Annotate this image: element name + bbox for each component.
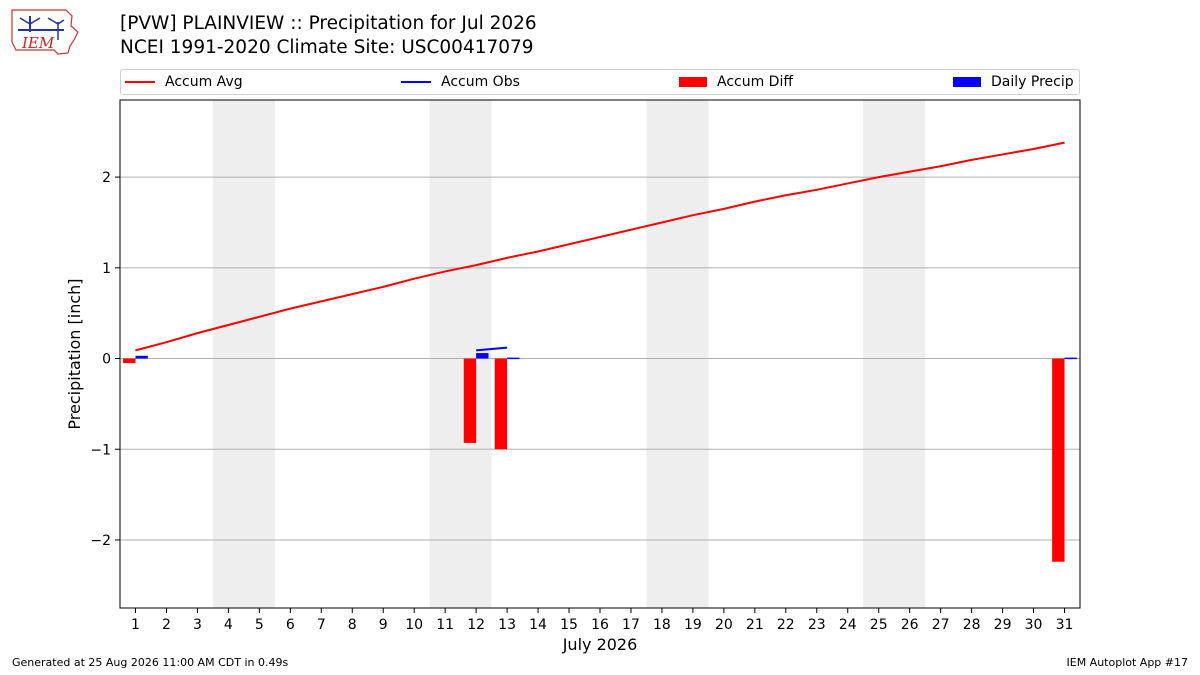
chart-title: [PVW] PLAINVIEW :: Precipitation for Jul… (120, 12, 537, 60)
y-tick-label: 2 (102, 170, 111, 186)
x-tick-label: 30 (1025, 617, 1043, 633)
x-tick-label: 14 (529, 617, 547, 633)
x-tick-label: 8 (348, 617, 357, 633)
y-tick-label: −2 (90, 533, 111, 549)
x-tick-label: 29 (994, 617, 1012, 633)
x-tick-label: 3 (193, 617, 202, 633)
x-tick-label: 16 (591, 617, 609, 633)
y-gridlines (120, 176, 1080, 541)
legend-label: Accum Diff (717, 74, 794, 90)
x-tick-label: 23 (808, 617, 826, 633)
legend-swatch (125, 81, 155, 83)
x-tick-label: 12 (467, 617, 485, 633)
y-tick-label: −1 (90, 442, 111, 458)
x-axis-label: July 2026 (562, 635, 638, 654)
weekend-band (863, 100, 926, 608)
accum-obs-line (476, 346, 508, 352)
daily-precip-bar (476, 353, 489, 359)
x-tick-label: 17 (622, 617, 640, 633)
x-tick-label: 31 (1056, 617, 1074, 633)
x-tick-label: 22 (777, 617, 795, 633)
x-tick-label: 13 (498, 617, 516, 633)
weekend-band (212, 100, 275, 608)
x-tick-label: 18 (653, 617, 671, 633)
x-tick-label: 26 (901, 617, 919, 633)
lines (135, 141, 1065, 352)
legend-label: Accum Obs (441, 74, 520, 90)
title-line-1: [PVW] PLAINVIEW :: Precipitation for Jul… (120, 13, 537, 34)
accum-avg-line (135, 141, 1065, 352)
x-tick-label: 24 (839, 617, 857, 633)
legend-item-accum-obs: Accum Obs (401, 70, 520, 94)
title-line-2: NCEI 1991-2020 Climate Site: USC00417079 (120, 37, 534, 58)
daily-precip-bar (507, 357, 520, 360)
y-tick-label: 1 (102, 261, 111, 277)
legend-swatch (953, 77, 981, 87)
accum-diff-bar (123, 358, 136, 364)
legend-label: Daily Precip (991, 74, 1074, 90)
x-tick-label: 10 (405, 617, 423, 633)
y-tick-label: 0 (102, 352, 111, 368)
footer-app: IEM Autoplot App #17 (1066, 656, 1189, 669)
x-tick-label: 19 (684, 617, 702, 633)
weekend-shading (212, 100, 926, 608)
x-tick-label: 4 (224, 617, 233, 633)
x-tick-label: 21 (746, 617, 764, 633)
iem-logo: IEM (8, 6, 80, 58)
x-tick-label: 27 (932, 617, 950, 633)
daily-precip-bar (1064, 357, 1077, 360)
y-axis-label: Precipitation [inch] (65, 278, 84, 429)
accum-diff-bar (463, 358, 477, 443)
x-tick-label: 25 (870, 617, 888, 633)
logo-text: IEM (21, 34, 55, 52)
legend-item-accum-diff: Accum Diff (679, 70, 793, 94)
x-tick-label: 2 (162, 617, 171, 633)
x-tick-label: 5 (255, 617, 264, 633)
x-tick-label: 20 (715, 617, 733, 633)
legend-item-daily-precip: Daily Precip (953, 70, 1074, 94)
x-tick-label: 7 (317, 617, 326, 633)
weekend-band (646, 100, 709, 608)
accum-diff-bar (1052, 358, 1065, 562)
legend-item-accum-avg: Accum Avg (125, 70, 243, 94)
x-tick-label: 28 (963, 617, 981, 633)
x-tick-label: 9 (379, 617, 388, 633)
accum-diff-bar (494, 358, 508, 450)
x-tick-label: 11 (436, 617, 454, 633)
x-tick-label: 6 (286, 617, 295, 633)
x-tick-label: 1 (131, 617, 140, 633)
x-tick-label: 15 (560, 617, 578, 633)
legend-swatch (401, 81, 431, 83)
footer-generated: Generated at 25 Aug 2026 11:00 AM CDT in… (12, 656, 289, 669)
legend-label: Accum Avg (165, 74, 243, 90)
daily-precip-bar (135, 355, 148, 359)
bars (123, 353, 1077, 562)
chart-legend: Accum Avg Accum Obs Accum Diff Daily Pre… (120, 69, 1080, 95)
legend-swatch (679, 77, 707, 87)
